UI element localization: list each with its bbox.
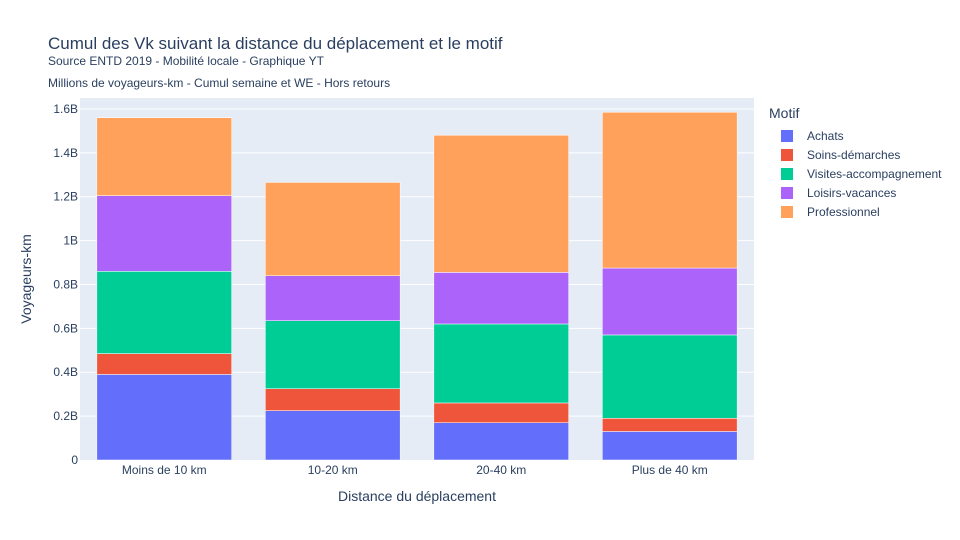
bar-segment[interactable] — [96, 117, 232, 196]
legend-title: Motif — [769, 105, 800, 121]
y-tick-label: 0 — [71, 453, 78, 467]
x-tick-label: Plus de 40 km — [632, 463, 708, 477]
legend-item[interactable]: Achats — [769, 126, 942, 145]
y-tick-label: 0.2B — [53, 409, 78, 423]
x-axis-label: Distance du déplacement — [338, 488, 496, 504]
bar-segment[interactable] — [265, 275, 401, 321]
bar-segment[interactable] — [433, 402, 569, 423]
legend-label: Professionnel — [807, 204, 880, 219]
bar-segment[interactable] — [265, 388, 401, 411]
x-tick-label: 20-40 km — [476, 463, 526, 477]
legend: Motif Achats Soins-démarches Visites-accom… — [769, 105, 942, 221]
bar-segment[interactable] — [602, 334, 738, 419]
y-tick-label: 1B — [63, 234, 78, 248]
legend-label: Achats — [807, 128, 844, 143]
bar-segment[interactable] — [433, 135, 569, 273]
x-tick-label: Moins de 10 km — [122, 463, 207, 477]
y-axis-label: Voyageurs-km — [18, 234, 34, 323]
legend-swatch — [781, 205, 793, 218]
y-tick-label: 1.2B — [53, 190, 78, 204]
legend-label: Loisirs-vacances — [807, 185, 897, 200]
chart-note: Millions de voyageurs-km - Cumul semaine… — [48, 76, 391, 90]
y-tick-label: 0.4B — [53, 365, 78, 379]
legend-item[interactable]: Visites-accompagnement — [769, 164, 942, 183]
legend-label: Visites-accompagnement — [807, 166, 942, 181]
bar-segment[interactable] — [265, 320, 401, 389]
bar-segment[interactable] — [96, 353, 232, 375]
legend-label: Soins-démarches — [807, 147, 901, 162]
bar-segment[interactable] — [602, 431, 738, 461]
bar-segment[interactable] — [602, 267, 738, 336]
legend-swatch — [781, 167, 793, 180]
bar-segment[interactable] — [433, 422, 569, 461]
bar-segment[interactable] — [265, 410, 401, 461]
bar-segment[interactable] — [96, 271, 232, 354]
bar-segment[interactable] — [433, 272, 569, 325]
bar-segment[interactable] — [96, 374, 232, 461]
y-tick-label: 0.8B — [53, 277, 78, 291]
legend-item[interactable]: Professionnel — [769, 202, 942, 221]
legend-swatch — [781, 129, 793, 142]
bar-segment[interactable] — [602, 112, 738, 269]
legend-item[interactable]: Soins-démarches — [769, 145, 942, 164]
bar-segment[interactable] — [96, 195, 232, 272]
y-tick-label: 0.6B — [53, 321, 78, 335]
bar-segment[interactable] — [433, 323, 569, 404]
chart-subtitle: Source ENTD 2019 - Mobilité locale - Gra… — [48, 54, 324, 68]
legend-swatch — [781, 186, 793, 199]
bar-segment[interactable] — [602, 418, 738, 432]
legend-swatch — [781, 148, 793, 161]
bar-segment[interactable] — [265, 182, 401, 276]
chart-title: Cumul des Vk suivant la distance du dépl… — [48, 34, 503, 53]
legend-item[interactable]: Loisirs-vacances — [769, 183, 942, 202]
y-tick-label: 1.6B — [53, 102, 78, 116]
y-tick-label: 1.4B — [53, 146, 78, 160]
x-tick-label: 10-20 km — [308, 463, 358, 477]
